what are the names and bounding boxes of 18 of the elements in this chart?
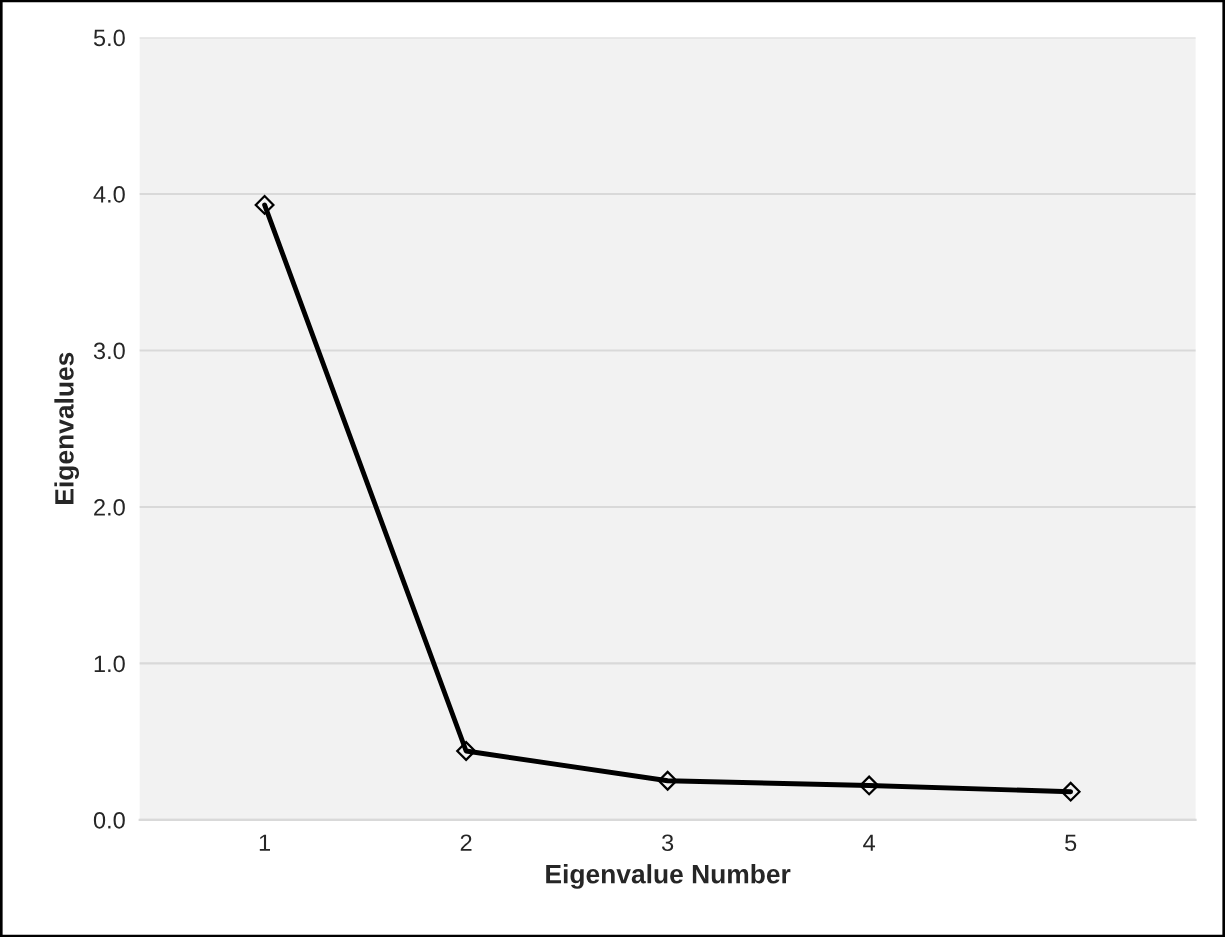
point	[1060, 781, 1081, 802]
y-tick-label: 4.0	[93, 186, 125, 203]
x-tick-label: 1	[259, 834, 270, 851]
point	[859, 775, 880, 796]
point	[456, 741, 477, 761]
point	[254, 194, 275, 215]
x-axis-title: Eigenvalue Number	[546, 864, 791, 889]
x-tick-label: 4	[863, 834, 876, 851]
x-tick-label: 3	[661, 834, 674, 852]
y-tick-label: 0.0	[93, 811, 125, 829]
y-tick-label: 5.0	[93, 29, 125, 47]
y-tick-label: 3.0	[93, 342, 125, 360]
x-tick-label: 5	[1065, 834, 1077, 852]
y-tick-label: 2.0	[94, 498, 125, 516]
y-tick-label: 1.0	[94, 655, 125, 673]
point	[657, 770, 678, 791]
x-tick-label: 2	[460, 834, 472, 851]
y-axis-title: Eigenvalues	[54, 352, 80, 504]
